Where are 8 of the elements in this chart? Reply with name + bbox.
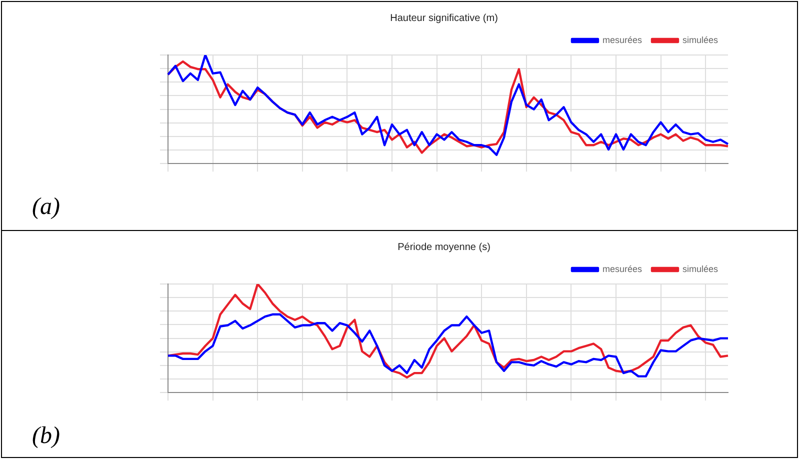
- legend-label: mesurées: [602, 264, 642, 274]
- chart-title: Hauteur significative (m): [390, 12, 498, 24]
- legend-label: simulées: [682, 34, 718, 45]
- text: (b): [32, 423, 60, 450]
- text: (a): [32, 194, 60, 221]
- chart-title: Période moyenne (s): [398, 242, 490, 253]
- legend-label: mesurées: [602, 34, 642, 45]
- legend-label: simulées: [682, 264, 718, 274]
